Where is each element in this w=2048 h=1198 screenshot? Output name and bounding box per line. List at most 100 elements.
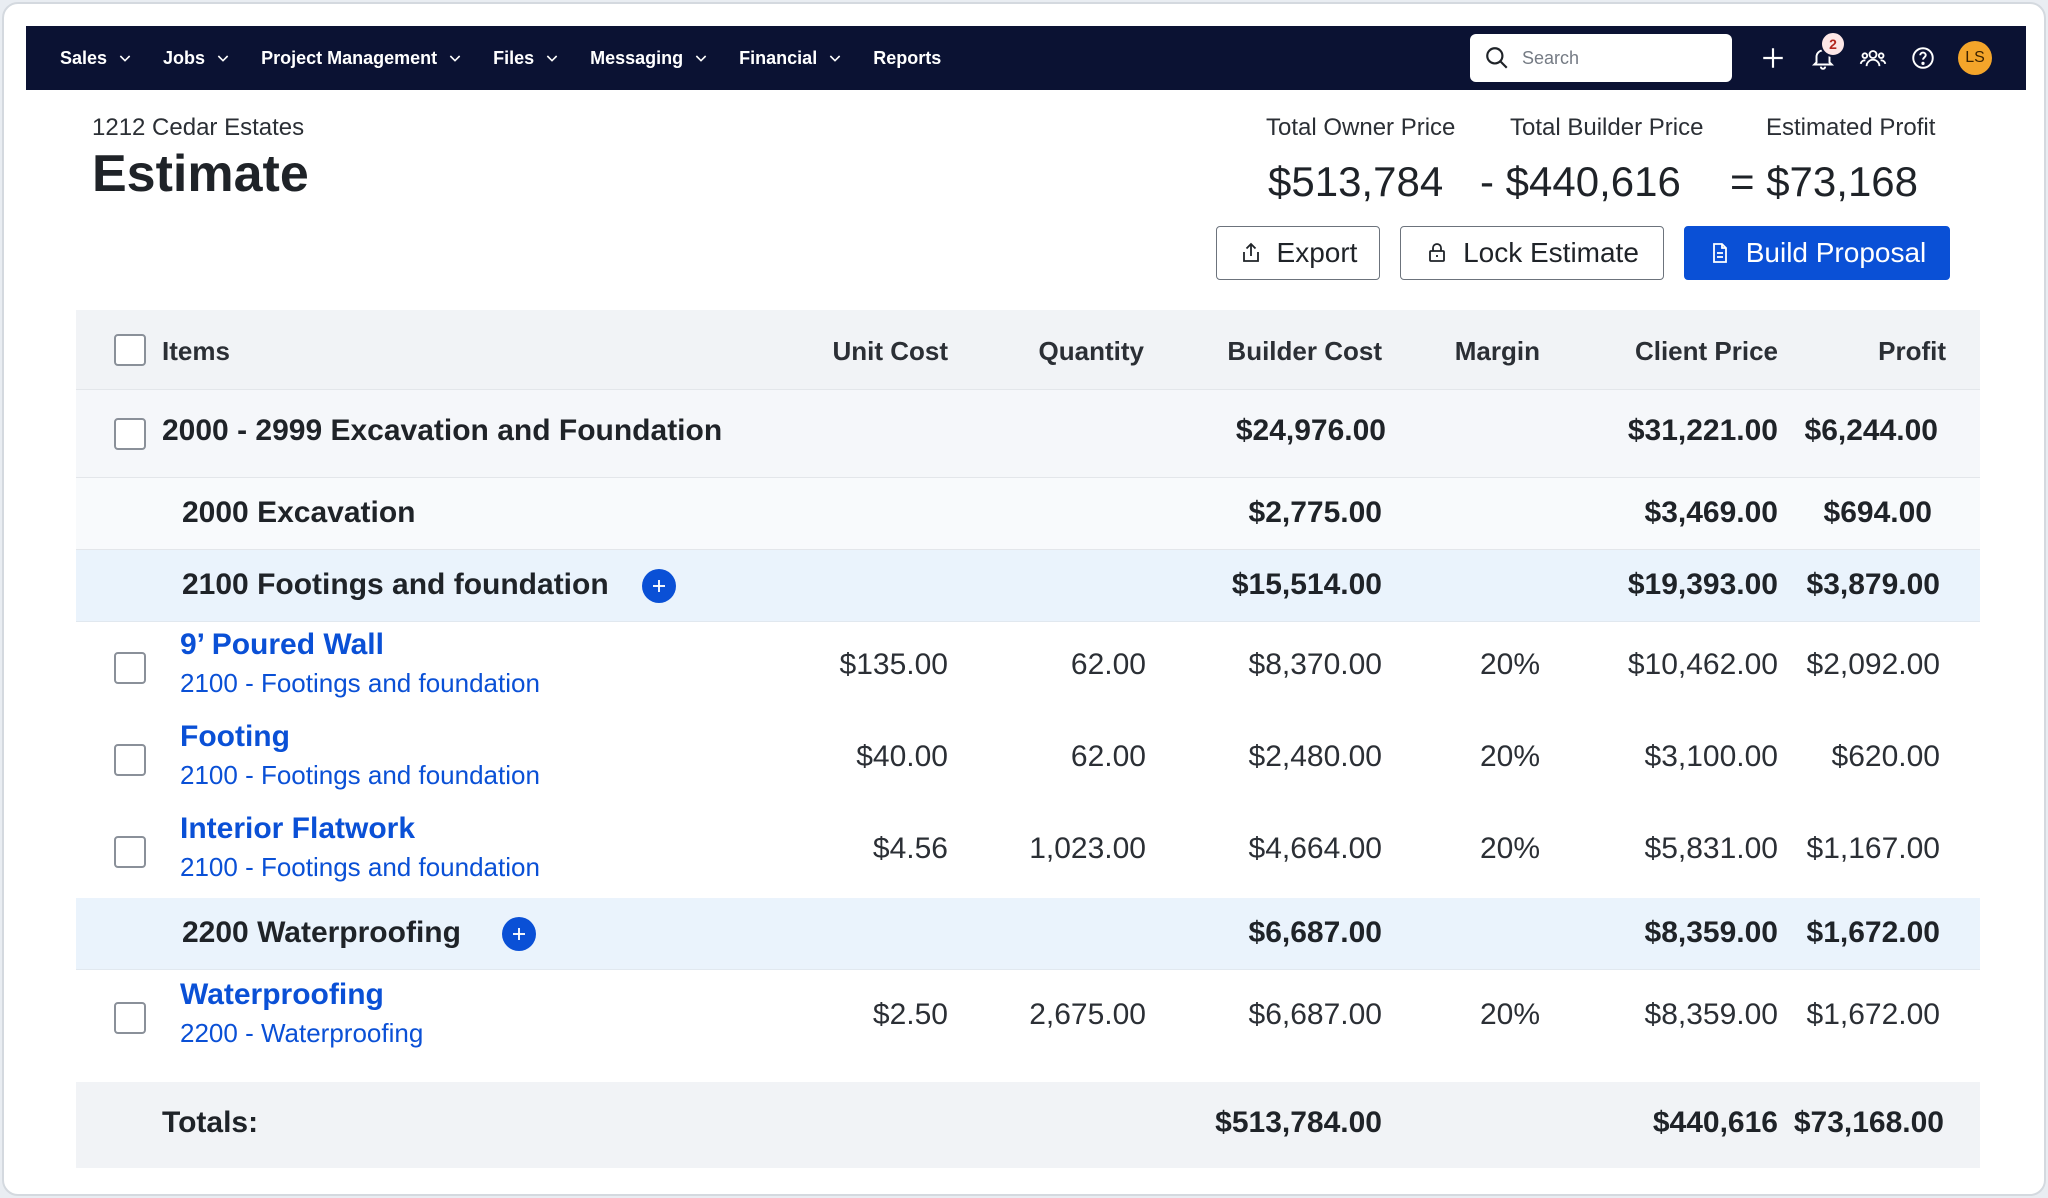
- item-cost-code[interactable]: 2100 - Footings and foundation: [180, 852, 540, 882]
- export-label: Export: [1276, 237, 1358, 268]
- breadcrumb[interactable]: 1212 Cedar Estates: [92, 114, 305, 141]
- item-cost-code[interactable]: 2200 - Waterproofing: [180, 1018, 424, 1048]
- search-box[interactable]: [1470, 34, 1732, 82]
- notifications-button[interactable]: 2: [1808, 31, 1846, 73]
- subgroup-name: 2200 Waterproofing: [182, 916, 461, 949]
- subgroup-client-price: $19,393.00: [1627, 568, 1778, 601]
- group-name: 2000 - 2999 Excavation and Foundation: [162, 414, 723, 447]
- item-name-link[interactable]: Waterproofing: [180, 978, 384, 1011]
- chevron-down-icon: [829, 55, 841, 62]
- plus-icon: [653, 580, 665, 592]
- build-proposal-button[interactable]: Build Proposal: [1684, 226, 1950, 280]
- subgroup-profit: $694.00: [1823, 496, 1932, 529]
- row-checkbox[interactable]: [114, 1002, 146, 1034]
- nav-item-jobs[interactable]: Jobs: [163, 48, 231, 69]
- col-items[interactable]: Items: [162, 336, 230, 366]
- col-client-price[interactable]: Client Price: [1634, 336, 1778, 366]
- col-profit[interactable]: Profit: [1878, 336, 1946, 366]
- search-input[interactable]: [1522, 47, 1712, 69]
- group-checkbox[interactable]: [114, 418, 146, 450]
- item-margin: 20%: [1479, 648, 1540, 681]
- table-row[interactable]: Interior Flatwork 2100 - Footings and fou…: [76, 806, 1980, 898]
- col-quantity[interactable]: Quantity: [1038, 336, 1144, 366]
- item-name-link[interactable]: Footing: [180, 720, 290, 753]
- item-unit-cost: $4.56: [872, 832, 948, 865]
- subgroup-builder-cost: $6,687.00: [1248, 916, 1382, 949]
- team-button[interactable]: [1858, 43, 1888, 73]
- nav-item-label: Project Management: [261, 47, 438, 68]
- notification-badge: 2: [1820, 31, 1846, 57]
- group-row[interactable]: 2000 - 2999 Excavation and Foundation $2…: [76, 390, 1980, 478]
- page-title: Estimate: [92, 145, 309, 203]
- nav-item-label: Jobs: [163, 47, 206, 68]
- build-proposal-label: Build Proposal: [1745, 237, 1927, 268]
- item-name-link[interactable]: Interior Flatwork: [180, 812, 416, 845]
- add-item-button[interactable]: [642, 569, 676, 603]
- row-checkbox[interactable]: [114, 652, 146, 684]
- item-builder-cost: $2,480.00: [1248, 740, 1382, 773]
- col-builder-cost[interactable]: Builder Cost: [1227, 336, 1382, 366]
- subgroup-row-excavation[interactable]: 2000 Excavation $2,775.00 $3,469.00 $694…: [76, 478, 1980, 550]
- item-margin: 20%: [1479, 832, 1540, 865]
- help-button[interactable]: [1908, 43, 1938, 73]
- item-name-link[interactable]: 9’ Poured Wall: [180, 628, 384, 661]
- top-nav: Sales Jobs Project Management Files Messagin…: [26, 26, 2026, 90]
- item-client-price: $10,462.00: [1627, 648, 1778, 681]
- add-button[interactable]: [1758, 43, 1788, 73]
- item-cost-code[interactable]: 2100 - Footings and foundation: [180, 668, 540, 698]
- plus-icon: [513, 928, 525, 940]
- row-checkbox[interactable]: [114, 836, 146, 868]
- estimated-profit-label: Estimated Profit: [1766, 114, 1936, 141]
- search-icon: [1486, 47, 1508, 69]
- group-client-price: $31,221.00: [1627, 414, 1778, 447]
- select-all-checkbox[interactable]: [114, 334, 146, 366]
- col-margin[interactable]: Margin: [1454, 336, 1540, 366]
- subgroup-name: 2100 Footings and foundation: [182, 568, 609, 601]
- export-button[interactable]: Export: [1216, 226, 1380, 280]
- table-header: Items Unit Cost Quantity Builder Cost Ma…: [76, 310, 1980, 390]
- subgroup-row-waterproofing[interactable]: 2200 Waterproofing $6,687.00 $8,359.00 $…: [76, 898, 1980, 970]
- subgroup-builder-cost: $2,775.00: [1248, 496, 1382, 529]
- nav-item-label: Financial: [739, 47, 818, 68]
- builder-price-value: - $440,616: [1480, 158, 1681, 205]
- lock-estimate-button[interactable]: Lock Estimate: [1400, 226, 1664, 280]
- table-row[interactable]: 9’ Poured Wall 2100 - Footings and founda…: [76, 622, 1980, 714]
- table-row[interactable]: Waterproofing 2200 - Waterproofing $2.50 2,…: [76, 972, 1980, 1060]
- subgroup-profit: $1,672.00: [1806, 916, 1940, 949]
- item-client-price: $3,100.00: [1644, 740, 1778, 773]
- chevron-down-icon: [449, 55, 461, 62]
- item-unit-cost: $40.00: [856, 740, 948, 773]
- table-row[interactable]: Footing 2100 - Footings and foundation $40…: [76, 714, 1980, 806]
- nav-item-project-management[interactable]: Project Management: [261, 48, 463, 69]
- nav-item-financial[interactable]: Financial: [739, 48, 843, 69]
- item-cost-code[interactable]: 2100 - Footings and foundation: [180, 760, 540, 790]
- export-icon: [1242, 242, 1259, 262]
- add-item-button[interactable]: [502, 917, 536, 951]
- subgroup-name: 2000 Excavation: [182, 496, 416, 529]
- row-checkbox[interactable]: [114, 744, 146, 776]
- totals-client-price: $440,616: [1652, 1106, 1778, 1139]
- builder-price-label: Total Builder Price: [1510, 114, 1704, 141]
- owner-price-value: $513,784: [1268, 158, 1444, 205]
- nav-item-sales[interactable]: Sales: [60, 48, 133, 69]
- nav-item-reports[interactable]: Reports: [873, 48, 941, 69]
- item-margin: 20%: [1479, 998, 1540, 1031]
- group-builder-cost: $24,976.00: [1235, 414, 1386, 447]
- item-quantity: 2,675.00: [1029, 998, 1146, 1031]
- chevron-down-icon: [217, 55, 229, 62]
- item-margin: 20%: [1479, 740, 1540, 773]
- nav-item-files[interactable]: Files: [493, 48, 560, 69]
- totals-row: Totals: $513,784.00 $440,616 $73,168.00: [76, 1082, 1980, 1168]
- subgroup-profit: $3,879.00: [1806, 568, 1940, 601]
- chevron-down-icon: [695, 55, 707, 62]
- item-profit: $1,167.00: [1806, 832, 1940, 865]
- nav-item-messaging[interactable]: Messaging: [590, 48, 709, 69]
- col-unit-cost[interactable]: Unit Cost: [832, 336, 948, 366]
- group-profit: $6,244.00: [1804, 414, 1938, 447]
- subgroup-row-footings[interactable]: 2100 Footings and foundation $15,514.00 …: [76, 550, 1980, 622]
- avatar[interactable]: LS: [1958, 41, 1992, 75]
- item-builder-cost: $6,687.00: [1248, 998, 1382, 1031]
- item-unit-cost: $2.50: [872, 998, 948, 1031]
- item-quantity: 62.00: [1070, 740, 1146, 773]
